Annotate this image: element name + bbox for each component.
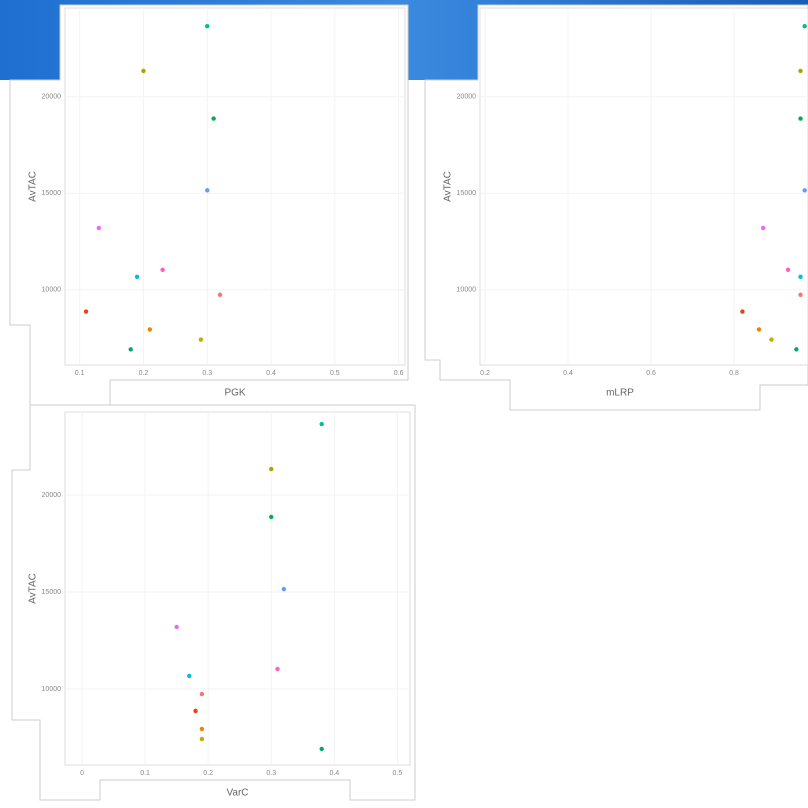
x-axis-title: mLRP [606,388,634,399]
x-tick-label: 0.6 [394,370,404,377]
point [798,274,803,280]
point [147,327,153,332]
point [740,309,745,314]
point [319,421,324,427]
x-tick-label: 0.4 [266,370,276,377]
x-tick-label: 0.2 [139,370,149,377]
y-axis-title: AvTAC [28,573,39,604]
plot-area [479,7,808,366]
x-tick-label: 0.6 [646,370,656,377]
x-tick-label: 0.5 [330,370,340,377]
point [756,327,762,332]
x-tick-label: 0.2 [203,770,213,777]
point [128,347,133,352]
x-tick-label: 0.3 [266,770,276,777]
x-tick-label: 0.5 [393,770,403,777]
point [199,691,205,697]
y-tick-label: 20000 [42,94,62,101]
point [187,673,192,679]
y-tick-label: 15000 [457,190,477,197]
x-axis-title: PGK [224,388,245,399]
point [769,337,774,342]
point [198,337,204,342]
point [96,225,102,231]
point [160,267,165,273]
point [205,188,210,193]
point [798,292,803,297]
plot-area [64,411,411,766]
point [217,292,223,297]
y-tick-label: 20000 [457,94,477,101]
y-tick-label: 10000 [42,686,62,693]
x-tick-label: 0.4 [329,770,339,777]
y-tick-label: 10000 [42,287,62,294]
point [141,68,146,74]
x-tick-label: 0.1 [75,370,85,377]
point [83,309,89,314]
y-axis-title: AvTAC [443,171,454,202]
point [798,116,803,121]
point [205,23,210,29]
point [802,23,807,29]
x-tick-label: 0.3 [202,370,212,377]
point [794,347,799,352]
point [211,116,216,121]
x-tick-label: 0.8 [729,370,739,377]
point [319,746,324,752]
point [269,466,274,472]
point [193,708,198,714]
point [269,514,274,520]
point [802,188,807,193]
x-tick-label: 0.2 [480,370,490,377]
plot-area [64,7,406,366]
y-tick-label: 15000 [42,190,62,197]
y-tick-label: 10000 [457,287,477,294]
point [281,586,287,592]
point [134,274,140,280]
y-tick-label: 15000 [42,589,62,596]
point [199,726,205,732]
point [760,225,766,231]
point [798,68,803,74]
x-axis-title: VarC [226,788,248,799]
y-tick-label: 20000 [42,492,62,499]
point [174,624,179,630]
point [785,267,791,273]
x-tick-label: 0.4 [563,370,573,377]
point [275,666,280,672]
y-axis-title: AvTAC [28,171,39,202]
x-tick-label: 0.1 [140,770,150,777]
x-tick-label: 0 [80,770,84,777]
point [199,736,205,742]
